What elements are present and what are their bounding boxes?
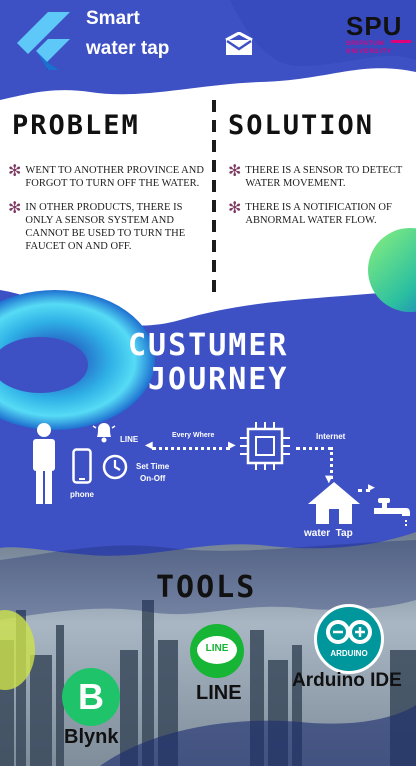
tools-heading: TOOLS [156, 570, 257, 605]
connector-house-tap [358, 489, 370, 492]
set-time-label-line1: Set Time [136, 462, 170, 471]
problem-item: ✻ WENT TO ANOTHER PROVINCE AND FORGOT TO… [8, 161, 208, 190]
person-icon [33, 423, 55, 504]
problem-item: ✻ IN OTHER PRODUCTS, THERE IS ONLY A SEN… [8, 198, 208, 253]
every-where-label: Every Where [172, 432, 215, 439]
university-name-line1: SRIPATUM [346, 41, 385, 47]
problem-item-text: IN OTHER PRODUCTS, THERE IS ONLY A SENSO… [25, 202, 186, 252]
house-icon [308, 482, 360, 524]
arrow-icon [152, 447, 230, 450]
mail-icon [225, 32, 253, 55]
chip-icon [240, 422, 290, 470]
solution-item-text: THERE IS A NOTIFICATION OF ABNORMAL WATE… [245, 202, 392, 226]
university-name-line2: UNIVERSITY [346, 49, 393, 55]
arrow-head-down: ▼ [325, 474, 333, 485]
app-title-line2: water tap [86, 38, 170, 59]
connector-internet [296, 447, 332, 450]
spu-logo-bar [391, 40, 411, 43]
arduino-tool-label: Arduino IDE [292, 670, 402, 691]
blynk-logo: B [62, 668, 120, 726]
star-bullet-icon: ✻ [8, 198, 22, 217]
arduino-logo-text: ARDUINO [330, 649, 368, 658]
flutter-logo-icon [17, 12, 70, 70]
journey-heading-line1: CUSTUMER [128, 328, 289, 363]
bell-icon [92, 423, 116, 443]
blynk-tool-label: Blynk [64, 726, 119, 748]
water-tap-label: water Tap [304, 528, 353, 539]
problem-heading: PROBLEM [12, 110, 140, 141]
line-logo: LINE [190, 624, 244, 678]
faucet-icon [374, 498, 410, 526]
star-bullet-icon: ✻ [228, 161, 242, 180]
connector-down [330, 447, 333, 479]
spu-logo-text: SPU [346, 11, 403, 41]
infinity-icon [326, 620, 372, 644]
phone-icon [72, 448, 92, 484]
problem-list: ✻ WENT TO ANOTHER PROVINCE AND FORGOT TO… [8, 161, 208, 253]
problem-item-text: WENT TO ANOTHER PROVINCE AND FORGOT TO T… [25, 165, 204, 189]
arrow-head-tap: ▶ [368, 483, 375, 493]
clock-icon [102, 454, 128, 480]
phone-label: phone [70, 490, 94, 499]
solution-item: ✻ THERE IS A NOTIFICATION OF ABNORMAL WA… [228, 198, 408, 227]
solution-heading: SOLUTION [228, 110, 375, 141]
line-logo-bubble [197, 636, 237, 664]
line-logo-text: LINE [205, 643, 229, 654]
arrow-head-right: ▶ [228, 440, 236, 451]
internet-label: Internet [316, 432, 346, 441]
star-bullet-icon: ✻ [228, 198, 242, 217]
arduino-logo: ARDUINO [314, 604, 384, 674]
app-title-line1: Smart [86, 8, 140, 29]
solution-item: ✻ THERE IS A SENSOR TO DETECT WATER MOVE… [228, 161, 408, 190]
university-logo: SPU SRIPATUM UNIVERSITY [346, 12, 412, 56]
journey-heading-line2: JOURNEY [148, 362, 289, 397]
blynk-logo-text: B [78, 676, 104, 717]
solution-item-text: THERE IS A SENSOR TO DETECT WATER MOVEME… [245, 165, 403, 189]
solution-list: ✻ THERE IS A SENSOR TO DETECT WATER MOVE… [228, 161, 408, 227]
set-time-label-line2: On-Off [140, 474, 166, 483]
header: Smart water tap SPU SRIPATUM UNIVERSITY [0, 0, 416, 100]
arrow-head-left: ◀ [145, 440, 153, 451]
line-tool-label: LINE [196, 682, 242, 704]
line-journey-label: LINE [120, 435, 139, 444]
star-bullet-icon: ✻ [8, 161, 22, 180]
